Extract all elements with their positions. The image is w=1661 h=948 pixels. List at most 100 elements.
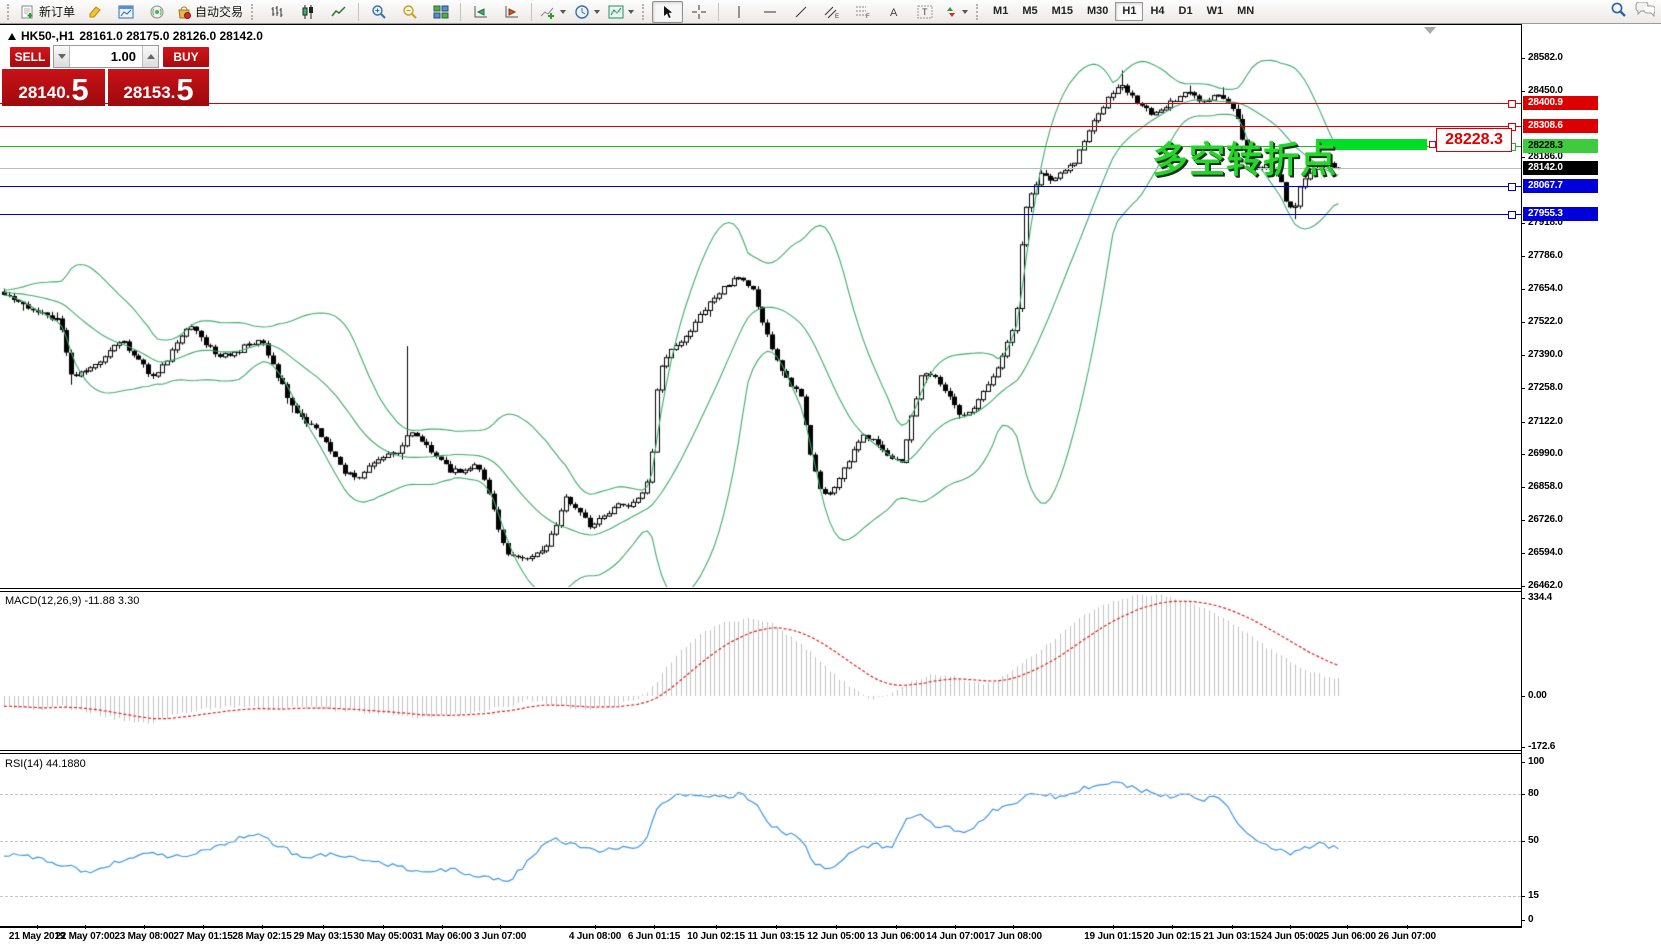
time-axis-tick-mark <box>323 925 324 929</box>
macd-axis-tick: -172.6 <box>1528 741 1556 752</box>
volume-input[interactable]: 1.00 <box>110 49 136 64</box>
price-axis-tick-mark <box>1521 58 1525 59</box>
rsi-panel-separator[interactable] <box>0 753 1522 754</box>
price-axis-tick: 28582.0 <box>1528 52 1563 63</box>
price-axis-tick-mark <box>1521 422 1525 423</box>
time-axis-tick-mark <box>500 925 501 929</box>
level-connector-square <box>1508 183 1516 191</box>
rsi-axis-tick: 0 <box>1528 914 1534 925</box>
price-axis-tick-mark <box>1521 487 1525 488</box>
sell-price: 28140. <box>18 83 71 102</box>
annotation-text[interactable]: 多空转折点 <box>1152 139 1338 180</box>
symbol-period-label: HK50-,H1 <box>21 29 75 43</box>
horizontal-level-line[interactable] <box>0 126 1521 127</box>
time-axis-label: 24 Jun 05:00 <box>1261 931 1319 942</box>
volume-increase-button[interactable] <box>142 46 158 67</box>
symbol-arrow-icon <box>8 32 16 40</box>
volume-decrease-button[interactable] <box>54 46 70 67</box>
rsi-axis-tick-mark <box>1521 920 1525 921</box>
time-axis-tick-mark <box>1172 925 1173 929</box>
rsi-level-line <box>0 794 1521 795</box>
price-level-label: 27955.3 <box>1523 207 1598 221</box>
time-axis-label: 6 Jun 01:15 <box>627 931 681 942</box>
price-axis-tick: 28186.0 <box>1528 151 1563 162</box>
price-axis-tick: 26594.0 <box>1528 547 1563 558</box>
price-axis-tick-mark <box>1521 520 1525 521</box>
time-axis-label: 4 Jun 08:00 <box>568 931 622 942</box>
price-axis-tick-mark <box>1521 355 1525 356</box>
chart-ohlc-header: HK50-,H1 28161.0 28175.0 28126.0 28142.0 <box>8 29 263 43</box>
rsi-axis-tick-mark <box>1521 794 1525 795</box>
buy-price-big-digit: 5 <box>176 72 194 107</box>
macd-axis-tick-mark <box>1521 747 1525 748</box>
time-axis-tick-mark <box>1113 925 1114 929</box>
time-axis-tick-mark <box>716 925 717 929</box>
time-axis-tick-mark <box>654 925 655 929</box>
price-axis-tick-mark <box>1521 91 1525 92</box>
buy-price-panel[interactable]: 28153. 5 <box>108 69 209 106</box>
one-click-trading-panel: SELL 1.00 BUY 28140. 5 28153. 5 <box>2 45 209 106</box>
macd-axis-tick-mark <box>1521 696 1525 697</box>
macd-panel-separator[interactable] <box>0 588 1522 589</box>
price-level-label: 28400.9 <box>1523 96 1598 110</box>
time-axis-tick-mark <box>85 925 86 929</box>
horizontal-level-line[interactable] <box>0 168 1521 169</box>
sell-button[interactable]: SELL <box>10 47 50 67</box>
time-axis-label: 11 Jun 03:15 <box>747 931 805 942</box>
time-axis-tick-mark <box>1407 925 1408 929</box>
rsi-axis-tick: 100 <box>1528 756 1545 767</box>
time-axis-label: 10 Jun 02:15 <box>687 931 745 942</box>
price-callout[interactable]: 28228.3 <box>1436 128 1512 152</box>
time-axis-tick-mark <box>203 925 204 929</box>
time-axis-label: 21 May 2019 <box>8 931 66 942</box>
horizontal-level-line[interactable] <box>0 186 1521 187</box>
time-axis-label: 19 Jun 01:15 <box>1084 931 1142 942</box>
time-axis-label: 22 May 07:00 <box>55 931 115 942</box>
rsi-axis-tick-mark <box>1521 896 1525 897</box>
price-axis-tick: 26726.0 <box>1528 514 1563 525</box>
level-connector-square <box>1508 123 1516 131</box>
price-axis-tick: 28450.0 <box>1528 85 1563 96</box>
time-axis-label: 30 May 05:00 <box>353 931 413 942</box>
rsi-axis-tick: 50 <box>1528 835 1539 846</box>
horizontal-level-line[interactable] <box>0 103 1521 104</box>
rsi-axis-tick-mark <box>1521 762 1525 763</box>
time-axis-tick-mark <box>1232 925 1233 929</box>
price-axis-tick-mark <box>1521 157 1525 158</box>
level-connector-square <box>1508 100 1516 108</box>
rsi-axis-tick-mark <box>1521 841 1525 842</box>
macd-axis-tick: 334.4 <box>1528 592 1553 603</box>
price-axis-tick-mark <box>1521 223 1525 224</box>
price-axis-tick-mark <box>1521 388 1525 389</box>
price-level-label: 28142.0 <box>1523 161 1598 175</box>
rsi-panel-separator[interactable] <box>0 750 1522 751</box>
rsi-level-line <box>0 896 1521 897</box>
price-axis-tick: 26990.0 <box>1528 448 1563 459</box>
price-axis-border[interactable] <box>1521 24 1522 928</box>
horizontal-level-line[interactable] <box>0 214 1521 215</box>
time-axis-label: 13 Jun 06:00 <box>867 931 925 942</box>
time-axis-label: 12 Jun 05:00 <box>807 931 865 942</box>
price-axis-tick-mark <box>1521 256 1525 257</box>
price-axis-tick-mark <box>1521 322 1525 323</box>
time-axis-tick-mark <box>1290 925 1291 929</box>
time-axis-border <box>0 926 1522 928</box>
callout-connector-square <box>1429 141 1436 148</box>
price-axis-tick: 27918.0 <box>1528 217 1563 228</box>
chart-shift-marker-icon[interactable] <box>1424 27 1436 34</box>
horizontal-level-line[interactable] <box>0 146 1521 147</box>
macd-panel-separator[interactable] <box>0 591 1522 592</box>
level-connector-square <box>1508 211 1516 219</box>
highlight-bar[interactable] <box>1316 139 1427 150</box>
sell-price-big-digit: 5 <box>71 72 89 107</box>
buy-button[interactable]: BUY <box>163 47 209 67</box>
volume-spinner[interactable]: 1.00 <box>53 45 159 68</box>
price-level-label: 28067.7 <box>1523 179 1598 193</box>
ohlc-values: 28161.0 28175.0 28126.0 28142.0 <box>79 29 263 43</box>
price-axis-tick: 27390.0 <box>1528 349 1563 360</box>
rsi-axis-tick: 15 <box>1528 890 1539 901</box>
rsi-level-line <box>0 841 1521 842</box>
sell-price-panel[interactable]: 28140. 5 <box>2 69 105 106</box>
